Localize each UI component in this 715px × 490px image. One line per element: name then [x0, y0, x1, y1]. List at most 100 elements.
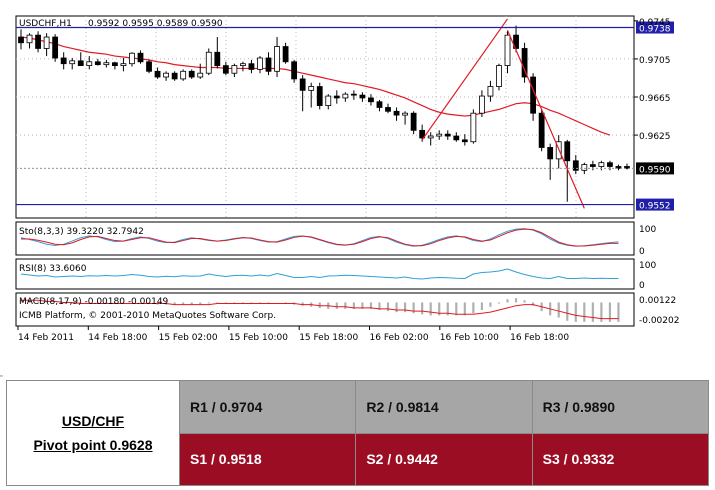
candle-body: [69, 60, 76, 65]
candle-body: [52, 36, 59, 59]
candle-body: [274, 46, 280, 72]
rsi-panel-frame: [15, 258, 635, 290]
rsi-tick-label: 100: [639, 261, 656, 271]
candle-body: [248, 63, 255, 70]
sto-tick-label: 0: [639, 247, 645, 257]
rsi-line: [20, 268, 619, 280]
main-panel-frame: [15, 15, 635, 219]
candle: [624, 163, 630, 170]
candle: [52, 34, 59, 62]
last-price-bg: [636, 162, 674, 175]
candle-body: [342, 93, 349, 99]
candle-body: [222, 65, 229, 74]
candle-body: [333, 95, 340, 99]
candle: [393, 107, 400, 121]
candle: [146, 59, 152, 74]
candle: [77, 52, 84, 66]
copyright-label: ICMB Platform, © 2001-2010 MetaQuotes So…: [19, 311, 276, 321]
candle-body: [120, 63, 127, 66]
trendline-0: [421, 18, 508, 141]
candle: [69, 57, 76, 70]
candle-body: [487, 86, 494, 97]
candle-body: [607, 162, 613, 167]
candle-body: [137, 52, 144, 63]
candle: [188, 69, 195, 79]
candle: [26, 33, 33, 49]
candle-body: [359, 94, 366, 99]
level-label-bg-0: [636, 21, 674, 34]
sto-panel-frame: [15, 221, 635, 256]
candle-body: [316, 86, 323, 106]
y-tick-label: 0.9705: [639, 56, 671, 66]
candle-body: [538, 112, 545, 148]
candle-body: [197, 72, 204, 78]
candle-body: [615, 166, 622, 169]
candle-body: [402, 112, 408, 116]
candle: [333, 90, 340, 104]
x-tick-label: 14 Feb 2011: [18, 333, 74, 343]
candle: [103, 59, 110, 68]
candle: [470, 109, 477, 144]
candle: [513, 25, 519, 53]
candle-body: [496, 65, 502, 87]
rsi-label: RSI(8) 33.6060: [19, 264, 87, 274]
candle: [342, 92, 349, 102]
candle: [496, 63, 502, 91]
candle-body: [214, 51, 221, 66]
candle: [461, 134, 468, 146]
x-tick-label: 15 Feb 10:00: [229, 333, 288, 343]
candle: [410, 111, 417, 135]
macd-panel-frame: [15, 292, 635, 327]
candle: [504, 30, 511, 74]
s2-cell: S2 / 0.9442: [355, 432, 533, 486]
x-tick-label: 16 Feb 18:00: [510, 333, 569, 343]
candle: [35, 31, 41, 53]
candle-body: [368, 97, 374, 103]
macd-tick-label: 0.00122: [639, 296, 676, 306]
r1-cell: R1 / 0.9704: [178, 380, 357, 434]
candle: [316, 82, 323, 110]
candle: [368, 94, 374, 106]
candle: [154, 67, 161, 79]
candle-body: [547, 147, 554, 160]
candle: [385, 103, 391, 114]
candle: [43, 33, 50, 57]
r2-cell: R2 / 0.9814: [355, 380, 533, 434]
candle-body: [240, 63, 246, 66]
sto-tick-label: 100: [639, 225, 656, 235]
candle-body: [26, 34, 33, 44]
candle: [111, 61, 118, 70]
candle: [487, 80, 494, 102]
candle: [427, 132, 434, 146]
candle-body: [291, 61, 298, 80]
macd-signal-line: [21, 299, 619, 320]
candle-body: [18, 36, 24, 44]
price-chart: 0.9738 0.9552 0.9590 0.9745 0.9705 0.9665 0.96…: [15, 15, 679, 343]
candle: [265, 52, 272, 76]
x-tick-label: 15 Feb 18:00: [299, 333, 358, 343]
support-row: S1 / 0.9518 S2 / 0.9442 S3 / 0.9332: [7, 432, 710, 486]
x-tick-label: 16 Feb 02:00: [370, 333, 429, 343]
candle-body: [376, 101, 383, 108]
candle-body: [479, 95, 485, 114]
rsi-tick-label: 0: [639, 281, 645, 291]
candle-body: [393, 110, 400, 116]
candle-body: [308, 86, 315, 91]
candle-body: [325, 95, 332, 106]
candle-body: [350, 93, 357, 96]
candle-body: [299, 78, 306, 91]
trendline-1: [506, 30, 585, 209]
candle: [564, 139, 571, 202]
candle-body: [265, 57, 272, 72]
candle-body: [205, 51, 212, 74]
last-price-label: 0.9590: [639, 165, 671, 175]
candle-body: [564, 141, 571, 162]
candle-body: [188, 70, 195, 78]
candle-body: [624, 166, 630, 169]
candle-body: [60, 57, 67, 65]
pivot-table: USD/CHF Pivot point 0.9628 R1 / 0.9704 R…: [6, 380, 710, 486]
chart-symbol-label: USDCHF,H1: [19, 19, 72, 29]
pair-label: USD/CHF: [61, 413, 125, 429]
candle-body: [129, 52, 135, 65]
candle: [538, 109, 545, 152]
